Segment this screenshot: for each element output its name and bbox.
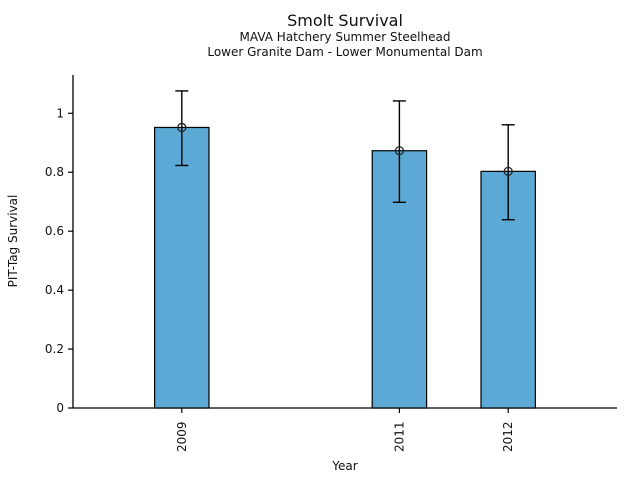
data-point-marker (503, 166, 513, 177)
y-tick-label: 0.2 (45, 342, 64, 356)
y-tick-label: 1 (56, 106, 64, 120)
data-point-marker (394, 146, 405, 156)
data-point-marker (177, 122, 187, 133)
x-tick-label: 2011 (392, 421, 406, 452)
y-tick-label: 0.6 (45, 224, 64, 238)
chart-subtitle-line2: Lower Granite Dam - Lower Monumental Dam (207, 45, 483, 59)
x-axis-label: Year (332, 459, 358, 473)
x-tick-label: 2009 (175, 421, 189, 452)
y-tick-label: 0.4 (45, 283, 64, 297)
x-tick-label: 2012 (501, 421, 515, 452)
y-tick-label: 0.8 (45, 165, 64, 179)
chart-subtitle-line1: MAVA Hatchery Summer Steelhead (239, 30, 451, 44)
title-block: Smolt Survival MAVA Hatchery Summer Stee… (73, 11, 617, 60)
bar-2009 (154, 126, 210, 409)
y-tick-label: 0 (56, 401, 64, 415)
chart-title: Smolt Survival (287, 11, 403, 30)
